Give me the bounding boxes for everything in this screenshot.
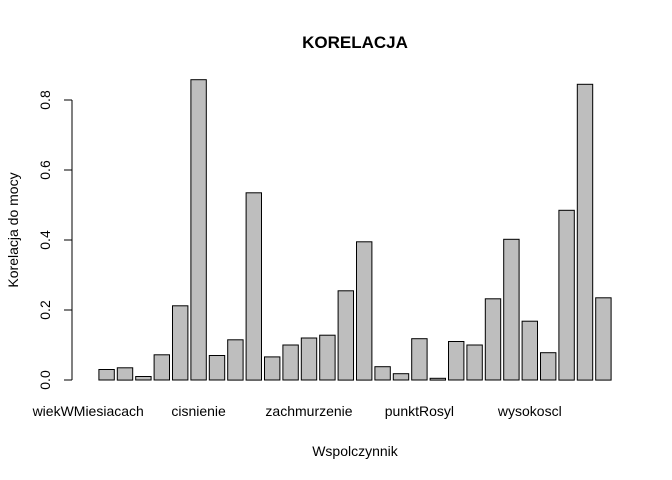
bar-7 — [190, 79, 207, 381]
x-tick-label: punktRosyl — [385, 403, 454, 419]
bar-10 — [245, 192, 263, 381]
y-tick-label: 0.4 — [37, 230, 53, 250]
y-tick-label: 0.2 — [37, 300, 53, 320]
y-tick-label: 0.8 — [37, 90, 53, 110]
bar-23 — [484, 298, 502, 381]
bar-26 — [540, 352, 557, 381]
bar-12 — [282, 344, 299, 381]
bar-11 — [264, 356, 281, 381]
x-tick-label: zachmurzenie — [265, 403, 352, 419]
bar-24 — [503, 238, 520, 381]
bar-3 — [116, 367, 134, 381]
bar-14 — [319, 334, 336, 381]
bar-27 — [558, 209, 575, 381]
y-axis-label: Korelacja do mocy — [5, 172, 21, 287]
bar-22 — [466, 344, 483, 381]
bar-17 — [374, 366, 391, 381]
bar-4 — [135, 376, 152, 381]
x-tick-label: cisnienie — [171, 403, 226, 419]
x-tick-labels: wiekWMiesiacach cisnienie zachmurzenie punk… — [32, 403, 562, 419]
chart-title: KORELACJA — [302, 33, 408, 52]
x-tick-label: wysokoscl — [497, 403, 562, 419]
y-axis: 0.0 0.2 0.4 0.6 0.8 — [37, 90, 73, 390]
bar-25 — [521, 320, 538, 381]
bar-9 — [227, 339, 244, 381]
bar-5 — [153, 354, 171, 381]
bar-29 — [595, 297, 612, 381]
bar-13 — [300, 337, 318, 381]
bars — [98, 79, 612, 381]
bar-28 — [576, 83, 594, 381]
bar-19 — [411, 338, 428, 381]
bar-15 — [337, 290, 355, 381]
bar-18 — [392, 373, 410, 381]
x-axis-label: Wspolczynnik — [312, 443, 399, 459]
bar-2 — [98, 369, 115, 381]
x-tick-label: wiekWMiesiacach — [32, 403, 144, 419]
y-tick-label: 0.0 — [37, 370, 53, 390]
bar-20 — [429, 377, 447, 381]
y-tick-label: 0.6 — [37, 160, 53, 180]
bar-8 — [208, 355, 226, 381]
bar-21 — [448, 341, 465, 381]
bar-6 — [172, 305, 189, 381]
bar-16 — [356, 241, 373, 381]
